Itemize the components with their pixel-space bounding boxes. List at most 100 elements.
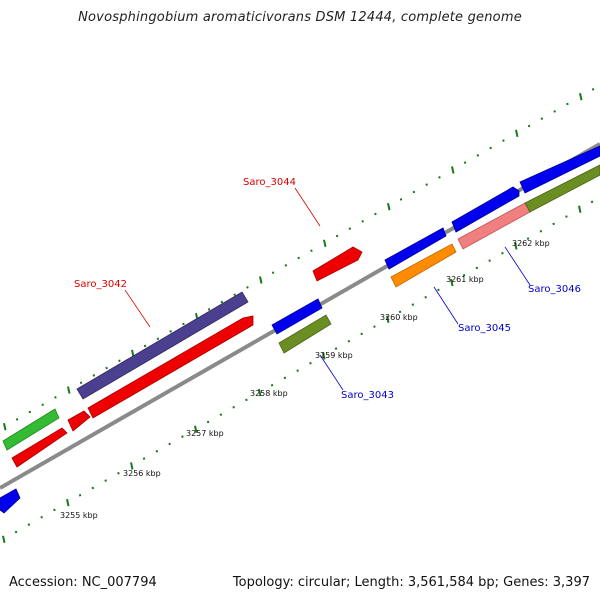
minor-tick	[374, 212, 377, 216]
minor-tick	[398, 310, 402, 314]
gene-labels: Saro_3042 Saro_3044 Saro_3043 Saro_3045 …	[74, 177, 581, 401]
gene-feature[interactable]	[278, 314, 332, 354]
minor-tick	[476, 154, 480, 157]
minor-tick	[284, 264, 288, 267]
minor-tick	[488, 259, 491, 262]
minor-tick	[28, 410, 32, 414]
major-tick	[66, 498, 70, 507]
tick-label: 3259 kbp	[315, 351, 353, 360]
major-tick	[3, 422, 7, 431]
minor-tick	[527, 124, 531, 128]
leader-lines	[124, 187, 531, 391]
minor-tick	[168, 442, 171, 446]
minor-tick	[565, 215, 568, 218]
minor-tick	[553, 110, 556, 113]
gene-feature[interactable]	[11, 427, 68, 468]
minor-tick	[539, 229, 543, 233]
minor-tick	[361, 220, 364, 223]
gene-label[interactable]: Saro_3044	[243, 177, 296, 188]
minor-tick	[502, 139, 505, 142]
accession-text: Accession: NC_007794	[9, 575, 157, 590]
genome-summary-text: Topology: circular; Length: 3,561,584 bp…	[232, 575, 590, 590]
minor-tick	[181, 435, 184, 438]
minor-tick	[334, 347, 338, 350]
minor-tick	[15, 418, 19, 421]
major-tick	[322, 352, 326, 360]
minor-tick	[270, 384, 274, 387]
minor-tick	[143, 344, 147, 348]
minor-tick	[540, 117, 544, 120]
minor-tick	[399, 198, 403, 201]
gene-feature[interactable]	[384, 227, 447, 270]
minor-tick	[53, 508, 56, 512]
gene-label[interactable]: Saro_3046	[528, 284, 581, 295]
minor-tick	[411, 303, 415, 306]
minor-tick	[91, 486, 95, 490]
minor-tick	[271, 271, 275, 274]
major-tick	[387, 202, 391, 211]
minor-tick	[155, 450, 159, 453]
major-tick	[2, 535, 6, 543]
minor-tick	[489, 146, 492, 150]
minor-tick	[373, 325, 376, 328]
minor-tick	[566, 102, 569, 106]
gene-feature[interactable]	[2, 408, 60, 451]
gene-feature[interactable]	[0, 488, 21, 514]
major-tick	[194, 425, 198, 433]
minor-tick	[232, 406, 235, 409]
minor-tick	[501, 251, 504, 255]
minor-tick	[118, 359, 121, 362]
minor-tick	[219, 413, 223, 416]
minor-tick	[92, 374, 96, 377]
tick-label: 3262 kbp	[512, 239, 550, 248]
major-tick	[259, 276, 263, 284]
tick-labels: 3255 kbp 3256 kbp 3257 kbp 3258 kbp 3259…	[60, 239, 550, 520]
major-tick	[67, 386, 71, 394]
minor-tick	[526, 237, 530, 240]
minor-tick	[78, 494, 82, 497]
gene-feature[interactable]	[451, 186, 520, 233]
tick-label: 3261 kbp	[446, 275, 484, 284]
major-tick	[130, 462, 134, 470]
minor-tick	[283, 376, 287, 380]
minor-tick	[348, 227, 352, 230]
minor-tick	[105, 366, 108, 370]
minor-tick	[425, 183, 428, 186]
major-tick	[579, 92, 583, 101]
minor-tick	[207, 308, 211, 311]
major-tick	[515, 129, 519, 138]
major-tick	[578, 205, 582, 213]
minor-tick	[310, 249, 313, 252]
gene-feature[interactable]	[390, 243, 457, 288]
minor-tick	[347, 340, 351, 343]
major-tick	[514, 242, 518, 250]
minor-tick	[438, 176, 441, 179]
gene-label[interactable]: Saro_3043	[341, 390, 394, 401]
minor-tick	[412, 190, 416, 194]
gene-feature[interactable]	[87, 315, 254, 419]
map-title: Novosphingobium aromaticivorans DSM 1244…	[78, 10, 522, 25]
gene-feature[interactable]	[524, 164, 600, 213]
minor-tick	[79, 381, 83, 384]
tick-label: 3258 kbp	[250, 389, 288, 398]
tick-label: 3255 kbp	[60, 511, 98, 520]
gene-feature[interactable]	[519, 145, 600, 194]
gene-label[interactable]: Saro_3042	[74, 279, 127, 290]
minor-tick	[41, 403, 44, 406]
minor-tick	[462, 274, 466, 277]
minor-tick	[590, 200, 594, 204]
gene-feature[interactable]	[67, 410, 91, 432]
minor-tick	[424, 296, 427, 299]
gene-label[interactable]: Saro_3045	[458, 323, 511, 334]
minor-tick	[296, 369, 299, 372]
minor-tick	[40, 516, 43, 519]
minor-tick	[463, 161, 467, 164]
gene-feature[interactable]	[312, 246, 363, 282]
gene-feature[interactable]	[271, 298, 323, 335]
major-tick	[450, 278, 454, 287]
minor-tick	[182, 322, 185, 326]
gene-feature[interactable]	[76, 291, 249, 400]
minor-tick	[156, 337, 160, 340]
tick-label: 3256 kbp	[123, 469, 161, 478]
minor-tick	[552, 222, 555, 226]
